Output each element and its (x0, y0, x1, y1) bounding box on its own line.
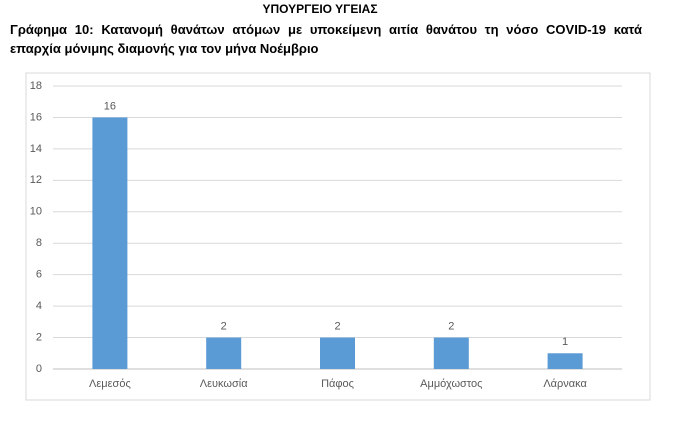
bar (433, 337, 469, 369)
y-tick-label: 12 (30, 174, 42, 186)
y-tick-label: 8 (36, 237, 42, 249)
y-tick-label: 0 (36, 363, 42, 375)
y-tick-label: 16 (30, 111, 42, 123)
bar (320, 337, 355, 369)
data-label: 16 (104, 100, 116, 112)
data-label: 1 (562, 336, 568, 348)
x-tick-label: Λευκωσία (200, 378, 248, 390)
x-tick-label: Πάφος (321, 378, 354, 390)
data-label: 2 (448, 320, 454, 332)
data-label: 2 (221, 320, 227, 332)
chart-frame (25, 72, 651, 401)
bar (547, 353, 583, 369)
header: ΥΠΟΥΡΓΕΙΟ ΥΓΕΙΑΣ (262, 2, 378, 16)
x-tick-label: Λάρνακα (543, 378, 587, 390)
bar (206, 337, 242, 369)
y-tick-label: 6 (36, 269, 42, 281)
y-tick-label: 18 (30, 80, 42, 92)
y-tick-label: 2 (36, 331, 42, 343)
data-label: 2 (334, 320, 340, 332)
y-tick-label: 4 (36, 300, 42, 312)
x-tick-label: Λεμεσός (89, 378, 131, 390)
y-tick-label: 10 (30, 206, 42, 218)
chart-title: Γράφημα 10: Κατανομή θανάτων ατόμων με υ… (10, 22, 642, 56)
y-tick-label: 14 (30, 143, 42, 155)
bar (92, 117, 128, 369)
x-tick-label: Αμμόχωστος (420, 378, 482, 390)
